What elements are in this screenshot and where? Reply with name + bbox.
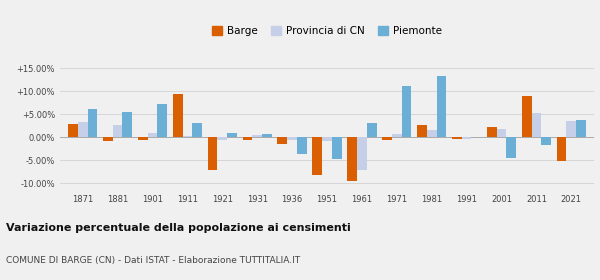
Bar: [532, 113, 541, 137]
Bar: [103, 137, 113, 141]
Bar: [192, 123, 202, 137]
Bar: [576, 120, 586, 137]
Bar: [157, 104, 167, 137]
Bar: [566, 121, 576, 137]
Bar: [297, 137, 307, 154]
Bar: [541, 137, 551, 145]
Bar: [138, 137, 148, 140]
Bar: [452, 137, 462, 139]
Bar: [173, 94, 182, 137]
Bar: [427, 130, 437, 137]
Bar: [262, 134, 272, 137]
Bar: [506, 137, 516, 158]
Bar: [217, 137, 227, 140]
Bar: [322, 137, 332, 141]
Bar: [367, 123, 377, 137]
Bar: [462, 137, 472, 139]
Bar: [392, 134, 401, 137]
Bar: [277, 137, 287, 144]
Bar: [313, 137, 322, 175]
Bar: [227, 133, 237, 137]
Bar: [557, 137, 566, 161]
Bar: [88, 109, 97, 137]
Legend: Barge, Provincia di CN, Piemonte: Barge, Provincia di CN, Piemonte: [208, 22, 446, 40]
Bar: [113, 125, 122, 137]
Text: Variazione percentuale della popolazione ai censimenti: Variazione percentuale della popolazione…: [6, 223, 351, 233]
Bar: [401, 86, 412, 137]
Bar: [357, 137, 367, 170]
Bar: [437, 76, 446, 137]
Bar: [182, 136, 192, 137]
Bar: [332, 137, 341, 160]
Bar: [208, 137, 217, 170]
Bar: [347, 137, 357, 181]
Bar: [487, 127, 497, 137]
Bar: [78, 122, 88, 137]
Bar: [68, 124, 78, 137]
Bar: [148, 133, 157, 137]
Bar: [242, 137, 253, 140]
Bar: [497, 129, 506, 137]
Bar: [382, 137, 392, 140]
Bar: [522, 96, 532, 137]
Bar: [122, 112, 132, 137]
Bar: [417, 125, 427, 137]
Bar: [253, 135, 262, 137]
Text: COMUNE DI BARGE (CN) - Dati ISTAT - Elaborazione TUTTITALIA.IT: COMUNE DI BARGE (CN) - Dati ISTAT - Elab…: [6, 256, 300, 265]
Bar: [287, 137, 297, 140]
